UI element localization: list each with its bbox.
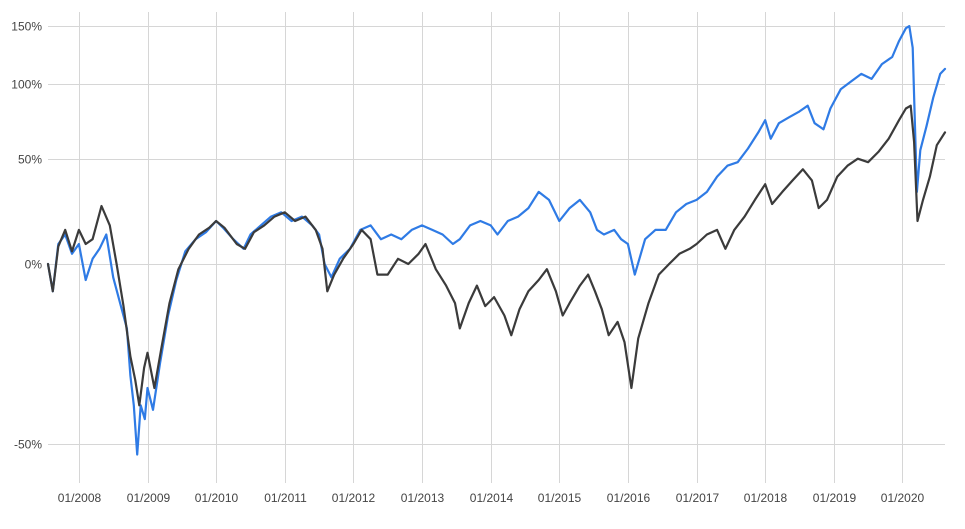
x-tick-label: 01/2015 <box>538 491 582 505</box>
x-tick-label: 01/2018 <box>744 491 788 505</box>
x-tick-label: 01/2008 <box>58 491 102 505</box>
x-tick-label: 01/2014 <box>470 491 514 505</box>
y-tick-label: 50% <box>18 153 42 167</box>
x-tick-label: 01/2017 <box>676 491 720 505</box>
x-tick-label: 01/2019 <box>813 491 857 505</box>
x-tick-label: 01/2009 <box>127 491 171 505</box>
y-tick-label: 150% <box>11 20 42 34</box>
grid-layer <box>48 12 945 483</box>
series-layer <box>46 25 947 456</box>
tick-label-layer: 01/2008 01/2009 01/2010 01/2011 01/2012 01/20… <box>11 20 924 506</box>
x-tick-label: 01/2012 <box>332 491 376 505</box>
x-tick-label: 01/2011 <box>264 491 307 505</box>
y-tick-label: -50% <box>14 438 42 452</box>
x-tick-label: 01/2016 <box>607 491 651 505</box>
x-tick-label: 01/2020 <box>881 491 925 505</box>
y-tick-label: 0% <box>25 258 43 272</box>
y-tick-label: 100% <box>11 78 42 92</box>
series-line-2 <box>46 104 947 407</box>
series-line-1 <box>46 25 947 456</box>
x-tick-label: 01/2010 <box>195 491 239 505</box>
x-tick-label: 01/2013 <box>401 491 445 505</box>
